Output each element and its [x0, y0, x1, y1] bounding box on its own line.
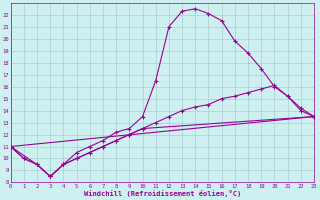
X-axis label: Windchill (Refroidissement éolien,°C): Windchill (Refroidissement éolien,°C): [84, 190, 241, 197]
